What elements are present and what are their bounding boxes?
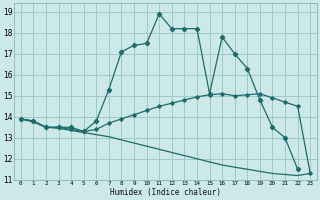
X-axis label: Humidex (Indice chaleur): Humidex (Indice chaleur)	[110, 188, 221, 197]
